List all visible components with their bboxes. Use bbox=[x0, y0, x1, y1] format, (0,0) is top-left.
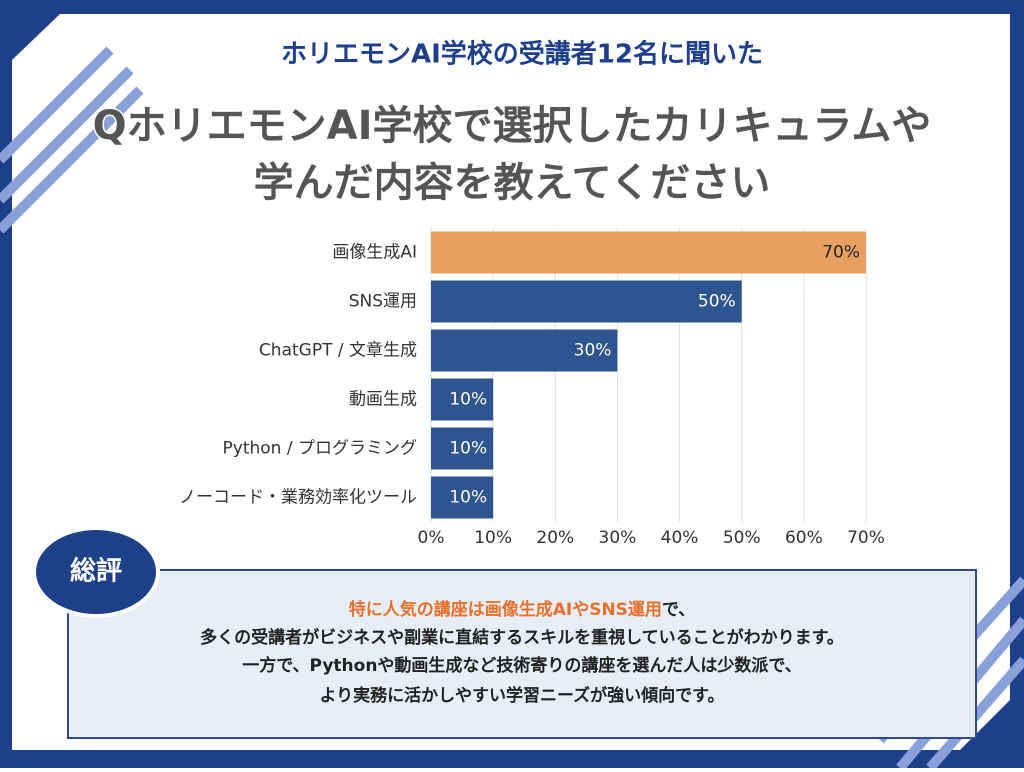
bar bbox=[431, 231, 866, 274]
bar bbox=[431, 476, 494, 519]
x-tick-label: 40% bbox=[661, 528, 699, 548]
summary-text: で、 bbox=[662, 600, 695, 620]
plot: 0% 10% 20% 30% 40% 50% 60% 70%画像生成AI 70%SNS運用 50%… bbox=[179, 228, 885, 548]
summary-box bbox=[67, 569, 977, 739]
summary-badge: 総評 bbox=[32, 526, 160, 618]
value-label: 10% bbox=[449, 488, 487, 508]
summary-label: 総評 bbox=[70, 556, 122, 587]
bar bbox=[431, 329, 618, 372]
chart-title: QホリエモンAI学校で選択したカリキュラムや bbox=[93, 103, 932, 149]
y-tick-label: 動画生成 bbox=[349, 390, 417, 410]
value-label: 10% bbox=[449, 390, 487, 410]
summary-line: 多くの受講者がビジネスや副業に直結するスキルを重視していることがわかります。 bbox=[200, 627, 844, 648]
x-tick-label: 30% bbox=[599, 528, 637, 548]
bar bbox=[431, 427, 494, 470]
x-tick-label: 10% bbox=[474, 528, 512, 548]
y-tick-label: Python / プログラミング bbox=[223, 439, 417, 459]
summary-highlight: 特に人気の講座は画像生成AIやSNS運用 bbox=[349, 599, 662, 620]
panel bbox=[12, 14, 1010, 750]
y-tick-label: ChatGPT / 文章生成 bbox=[259, 341, 417, 361]
x-tick-label: 60% bbox=[785, 528, 823, 548]
x-tick-label: 0% bbox=[418, 528, 445, 548]
summary-line: 特に人気の講座は画像生成AIやSNS運用で、 bbox=[349, 599, 696, 620]
value-label: 50% bbox=[698, 292, 736, 312]
value-label: 10% bbox=[449, 439, 487, 459]
x-tick-label: 20% bbox=[536, 528, 574, 548]
subtitle: ホリエモンAI学校の受講者12名に聞いた bbox=[281, 39, 763, 70]
chart-title: 学んだ内容を教えてください bbox=[254, 160, 771, 206]
bar bbox=[431, 280, 742, 323]
y-tick-label: ノーコード・業務効率化ツール bbox=[179, 488, 417, 508]
summary-line: より実務に活かしやすい学習ニーズが強い傾向です。 bbox=[320, 685, 725, 706]
bar bbox=[431, 378, 494, 421]
y-tick-label: SNS運用 bbox=[349, 292, 417, 312]
value-label: 70% bbox=[822, 243, 860, 263]
y-tick-label: 画像生成AI bbox=[332, 243, 417, 263]
value-label: 30% bbox=[574, 341, 612, 361]
x-tick-label: 70% bbox=[847, 528, 885, 548]
x-tick-label: 50% bbox=[723, 528, 761, 548]
summary-line: 一方で、Pythonや動画生成など技術寄りの講座を選んだ人は少数派で、 bbox=[242, 655, 802, 676]
